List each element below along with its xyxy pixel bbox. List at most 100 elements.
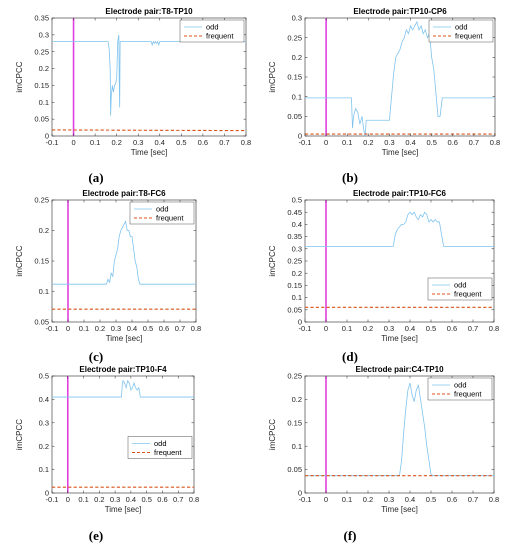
y-tick-label: 0.1 [39,287,49,296]
y-tick-label: 0 [298,489,302,498]
y-tick-label: 0.3 [292,14,302,23]
legend-label-odd: odd [454,381,467,390]
subfigure-caption: (e) [88,528,104,543]
subfigure-caption: (a) [88,170,104,185]
x-tick-label: 0.3 [111,324,121,333]
chart-panel-5: -0.1 0 0.1 0.2 0.3 0.4 0.5 0.6 0.7 0.800.10.20.30… [15,365,199,514]
x-tick-label: 0.4 [405,324,415,333]
x-tick-label: 0.1 [342,324,352,333]
y-tick-label: 0.25 [287,33,302,42]
series-line-odd [305,211,494,247]
y-tick-label: 0.25 [287,372,302,381]
y-axis-label: imCPCC [268,419,277,450]
y-tick-label: 0.05 [287,465,302,474]
x-tick-label: 0.7 [468,324,478,333]
x-tick-label: 0.4 [126,495,136,504]
y-tick-label: 0.5 [292,196,302,205]
x-axis-label: Time [sec] [106,334,143,343]
x-tick-label: -0.1 [46,324,59,333]
x-tick-label: 0.1 [342,495,352,504]
chart-panel-2: -0.1 0 0.1 0.2 0.3 0.4 0.5 0.6 0.7 0.800.050.10.1… [268,7,500,157]
x-tick-label: 0.5 [426,495,436,504]
y-tick-label: 0.2 [39,226,49,235]
x-axis-label: Time [sec] [381,505,418,514]
plot-area-frame [51,375,195,494]
y-tick-label: 0.05 [287,112,302,121]
y-axis-label: imCPCC [268,61,277,92]
x-tick-label: 0.4 [127,324,137,333]
series-line-odd [52,220,196,285]
x-tick-label: 0.8 [189,495,199,504]
chart-title: Electrode pair:TP10-FC6 [353,189,446,198]
y-axis-label: imCPCC [15,419,24,450]
chart-panel-1: -0.1 0 0.1 0.2 0.3 0.4 0.5 0.6 0.7 0.800.050.10.1… [15,7,251,157]
chart-panel-3: -0.1 0 0.1 0.2 0.3 0.4 0.5 0.6 0.7 0.8 0.05 0.1 0.15… [15,189,201,343]
legend-label-frequent: frequent [154,448,182,457]
x-tick-label: 0.6 [198,138,208,147]
y-tick-label: 0.1 [292,293,302,302]
x-axis-label: Time [sec] [105,505,142,514]
y-tick-label: 0.05 [287,305,302,314]
x-tick-label: 0.8 [241,138,251,147]
x-tick-label: -0.1 [299,324,312,333]
x-tick-label: -0.1 [299,138,312,147]
x-tick-label: 0.6 [157,495,167,504]
y-tick-label: 0.05 [34,318,49,327]
y-tick-label: 0.25 [34,196,49,205]
y-tick-label: 0 [45,132,49,141]
x-tick-label: 0.7 [219,138,229,147]
y-tick-label: 0 [298,318,302,327]
x-tick-label: 0.5 [143,324,153,333]
x-axis-label: Time [sec] [131,148,168,157]
x-tick-label: 0.4 [405,495,415,504]
y-tick-label: 0.2 [292,269,302,278]
legend-label-odd: odd [154,439,167,448]
y-tick-label: 0.05 [34,115,49,124]
x-tick-label: 0.3 [384,324,394,333]
x-tick-label: 0.3 [133,138,143,147]
x-tick-label: 0 [324,495,328,504]
x-tick-label: 0.8 [191,324,201,333]
legend-label-frequent: frequent [156,214,184,223]
x-tick-label: 0.1 [90,138,100,147]
x-tick-label: 0.8 [489,324,499,333]
y-tick-label: 0 [298,132,302,141]
x-tick-label: 0.6 [447,495,457,504]
series-line-odd [52,379,194,398]
x-tick-label: -0.1 [299,495,312,504]
y-tick-label: 0.2 [292,53,302,62]
y-tick-label: 0.35 [34,14,49,23]
x-tick-label: -0.1 [46,138,59,147]
y-tick-label: 0.15 [34,81,49,90]
x-tick-label: 0.2 [94,495,104,504]
x-tick-label: 0.3 [384,495,394,504]
y-tick-label: 0.15 [287,73,302,82]
x-tick-label: 0.3 [110,495,120,504]
chart-panel-4: -0.1 0 0.1 0.2 0.3 0.4 0.5 0.6 0.7 0.800.050.10.1… [268,189,499,343]
y-tick-label: 0.3 [39,30,49,39]
x-tick-label: 0.4 [155,138,165,147]
x-tick-label: 0 [66,495,70,504]
y-tick-label: 0.1 [292,442,302,451]
y-axis-label: imCPCC [15,61,24,92]
x-tick-label: 0.2 [363,138,373,147]
x-tick-label: 0.5 [426,324,436,333]
y-tick-label: 0.2 [39,442,49,451]
y-tick-label: 0.45 [287,208,302,217]
x-tick-label: 0.2 [95,324,105,333]
x-tick-label: 0.1 [342,138,352,147]
y-tick-label: 0.15 [287,281,302,290]
y-tick-label: 0.4 [292,220,302,229]
legend-label-odd: odd [455,23,468,32]
x-tick-label: 0.6 [448,138,458,147]
y-tick-label: 0.1 [39,465,49,474]
subfigure-caption: (d) [342,349,358,364]
y-tick-label: 0 [45,489,49,498]
legend-label-odd: odd [206,23,219,32]
y-axis-label: imCPCC [268,245,277,276]
